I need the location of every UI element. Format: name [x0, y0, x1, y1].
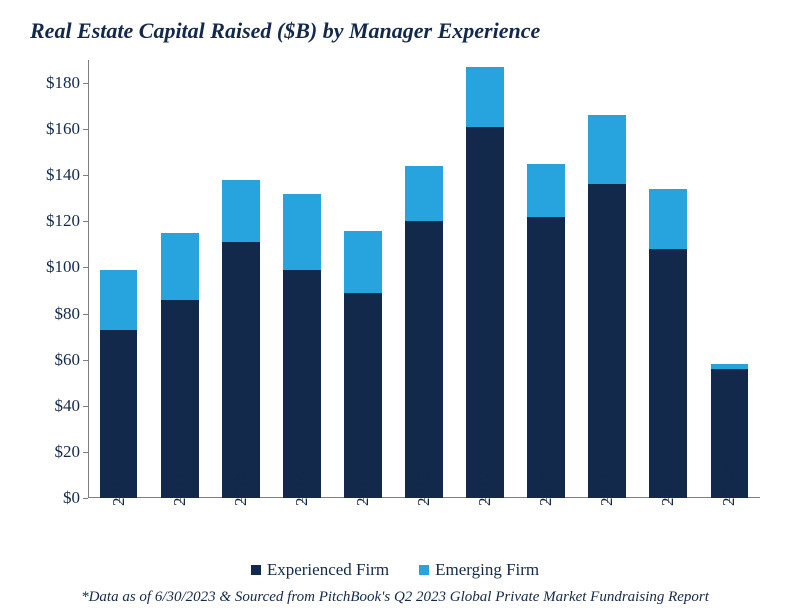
y-tick-label: $20 [0, 442, 80, 462]
bar-segment [588, 184, 626, 498]
bar-segment [649, 249, 687, 498]
legend-label: Emerging Firm [435, 560, 539, 580]
bar-segment [161, 233, 199, 300]
bar-group [649, 60, 687, 498]
x-tick-label: 2017 [353, 472, 373, 506]
x-tick-label: 2016 [292, 472, 312, 506]
y-tick-label: $0 [0, 488, 80, 508]
bar-segment [527, 217, 565, 498]
x-tick-label: 2022 [658, 472, 678, 506]
legend-item: Experienced Firm [251, 560, 389, 580]
y-tick-label: $60 [0, 350, 80, 370]
y-tick-label: $180 [0, 73, 80, 93]
y-tick-mark [83, 175, 88, 176]
bar-group [100, 60, 138, 498]
y-tick-label: $40 [0, 396, 80, 416]
legend: Experienced Firm Emerging Firm [0, 560, 790, 580]
y-tick-mark [83, 221, 88, 222]
bar-group [405, 60, 443, 498]
bar-segment [100, 270, 138, 330]
bar-segment [344, 293, 382, 498]
bar-segment [466, 127, 504, 498]
y-tick-mark [83, 314, 88, 315]
x-tick-label: 2021 [597, 472, 617, 506]
y-tick-mark [83, 83, 88, 84]
x-tick-label: 2014 [170, 472, 190, 506]
x-tick-label: 2019 [475, 472, 495, 506]
bar-segment [161, 300, 199, 498]
bar-segment [405, 166, 443, 221]
bar-segment [222, 180, 260, 242]
bar-segment [344, 231, 382, 293]
bar-segment [649, 189, 687, 249]
y-tick-mark [83, 406, 88, 407]
bar-group [222, 60, 260, 498]
y-tick-mark [83, 452, 88, 453]
y-tick-mark [83, 129, 88, 130]
y-tick-label: $120 [0, 211, 80, 231]
legend-item: Emerging Firm [419, 560, 539, 580]
y-tick-mark [83, 360, 88, 361]
bar-segment [588, 115, 626, 184]
chart-title: Real Estate Capital Raised ($B) by Manag… [30, 18, 540, 44]
bar-segment [466, 67, 504, 127]
y-tick-label: $160 [0, 119, 80, 139]
bar-group [527, 60, 565, 498]
y-tick-label: $80 [0, 304, 80, 324]
chart-plot-area: $0$20$40$60$80$100$120$140$160$180201320… [88, 60, 760, 498]
bar-group [588, 60, 626, 498]
x-tick-label: 2020 [536, 472, 556, 506]
legend-swatch [251, 565, 261, 575]
y-tick-label: $140 [0, 165, 80, 185]
footnote: *Data as of 6/30/2023 & Sourced from Pit… [0, 589, 790, 606]
x-tick-label: 2015 [231, 472, 251, 506]
bar-group [161, 60, 199, 498]
bar-group [711, 60, 749, 498]
y-tick-mark [83, 267, 88, 268]
bar-segment [283, 270, 321, 498]
x-tick-label: 2013 [109, 472, 129, 506]
bar-segment [405, 221, 443, 498]
bar-group [466, 60, 504, 498]
x-tick-label: 2023* [719, 464, 739, 507]
bar-segment [283, 194, 321, 270]
legend-swatch [419, 565, 429, 575]
x-tick-label: 2018 [414, 472, 434, 506]
bar-segment [711, 364, 749, 369]
y-tick-label: $100 [0, 257, 80, 277]
bar-segment [527, 164, 565, 217]
bar-group [344, 60, 382, 498]
bar-group [283, 60, 321, 498]
y-tick-mark [83, 498, 88, 499]
bar-segment [222, 242, 260, 498]
legend-label: Experienced Firm [267, 560, 389, 580]
